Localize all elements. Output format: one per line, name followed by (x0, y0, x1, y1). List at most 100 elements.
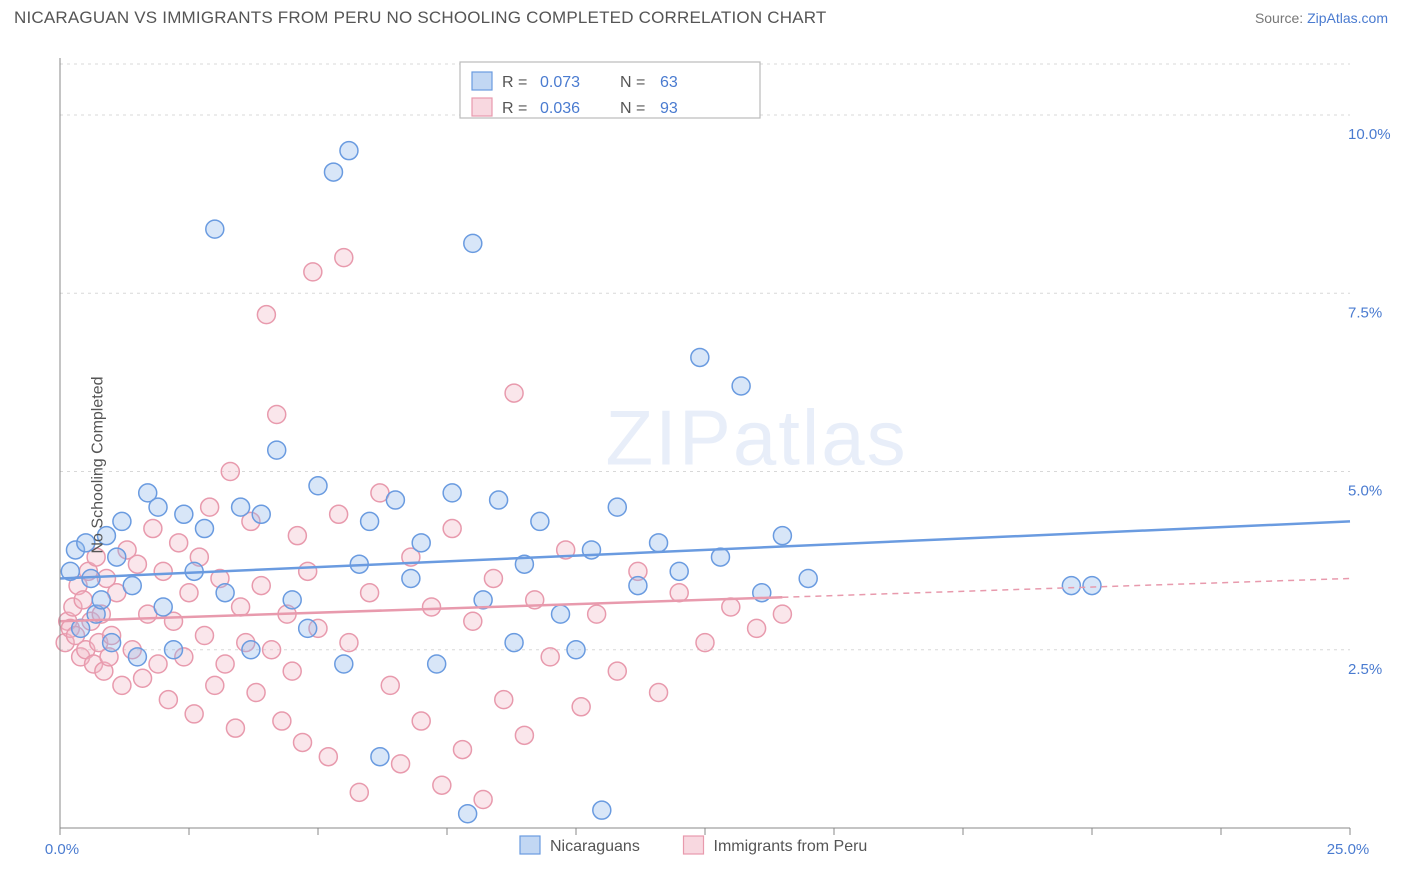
y-tick-label: 10.0% (1348, 126, 1391, 143)
data-point (128, 555, 146, 573)
y-tick-label: 7.5% (1348, 304, 1382, 321)
legend-swatch (472, 72, 492, 90)
legend-swatch (684, 836, 704, 854)
data-point (490, 491, 508, 509)
legend-n-label: N = (620, 100, 645, 117)
y-tick-label: 5.0% (1348, 483, 1382, 500)
data-point (773, 605, 791, 623)
data-point (361, 584, 379, 602)
data-point (268, 405, 286, 423)
data-point (505, 384, 523, 402)
data-point (567, 641, 585, 659)
data-point (252, 505, 270, 523)
data-point (195, 627, 213, 645)
data-point (453, 741, 471, 759)
data-point (670, 584, 688, 602)
data-point (335, 249, 353, 267)
data-point (428, 655, 446, 673)
data-point (221, 463, 239, 481)
data-point (459, 805, 477, 823)
legend-swatch (472, 98, 492, 116)
correlation-legend: R =0.073N =63R =0.036N =93 (460, 62, 760, 118)
data-point (263, 641, 281, 659)
data-point (773, 527, 791, 545)
chart-source: Source: ZipAtlas.com (1255, 10, 1388, 26)
data-point (206, 676, 224, 694)
data-point (748, 619, 766, 637)
chart-header: NICARAGUAN VS IMMIGRANTS FROM PERU NO SC… (0, 0, 1406, 32)
data-point (159, 691, 177, 709)
data-point (412, 534, 430, 552)
data-point (206, 220, 224, 238)
data-point (515, 726, 533, 744)
data-point (799, 569, 817, 587)
y-axis-label: No Schooling Completed (90, 377, 108, 554)
data-point (108, 548, 126, 566)
data-point (304, 263, 322, 281)
legend-n-label: N = (620, 74, 645, 91)
data-point (134, 669, 152, 687)
data-point (103, 634, 121, 652)
data-point (381, 676, 399, 694)
data-point (201, 498, 219, 516)
data-point (722, 598, 740, 616)
data-point (423, 598, 441, 616)
data-point (608, 498, 626, 516)
data-point (464, 612, 482, 630)
data-point (154, 562, 172, 580)
data-point (691, 348, 709, 366)
data-point (593, 801, 611, 819)
data-point (552, 605, 570, 623)
data-point (433, 776, 451, 794)
data-point (309, 477, 327, 495)
y-tick-label: 2.5% (1348, 661, 1382, 678)
data-point (128, 648, 146, 666)
legend-n-value: 63 (660, 74, 678, 91)
correlation-chart: 2.5%5.0%7.5%10.0%ZIPatlas0.0%25.0%R =0.0… (0, 38, 1406, 892)
data-point (72, 619, 90, 637)
data-point (252, 577, 270, 595)
data-point (216, 655, 234, 673)
data-point (149, 655, 167, 673)
data-point (242, 641, 260, 659)
data-point (696, 634, 714, 652)
data-point (402, 569, 420, 587)
source-link[interactable]: ZipAtlas.com (1307, 10, 1388, 26)
data-point (531, 512, 549, 530)
data-point (392, 755, 410, 773)
legend-swatch (520, 836, 540, 854)
data-point (283, 591, 301, 609)
data-point (505, 634, 523, 652)
legend-series-label: Nicaraguans (550, 838, 640, 855)
data-point (154, 598, 172, 616)
data-point (165, 641, 183, 659)
data-point (335, 655, 353, 673)
data-point (232, 498, 250, 516)
series-legend: NicaraguansImmigrants from Peru (520, 836, 867, 855)
data-point (474, 790, 492, 808)
data-point (572, 698, 590, 716)
data-point (185, 705, 203, 723)
x-tick-label: 25.0% (1327, 841, 1370, 858)
data-point (361, 512, 379, 530)
data-point (149, 498, 167, 516)
legend-r-value: 0.036 (540, 100, 580, 117)
data-point (340, 634, 358, 652)
data-point (670, 562, 688, 580)
data-point (350, 783, 368, 801)
legend-n-value: 93 (660, 100, 678, 117)
data-point (299, 562, 317, 580)
data-point (273, 712, 291, 730)
data-point (247, 684, 265, 702)
data-point (588, 605, 606, 623)
data-point (113, 512, 131, 530)
data-point (283, 662, 301, 680)
data-point (1062, 577, 1080, 595)
data-point (123, 577, 141, 595)
data-point (294, 733, 312, 751)
legend-r-value: 0.073 (540, 74, 580, 91)
data-point (288, 527, 306, 545)
data-point (324, 163, 342, 181)
data-point (232, 598, 250, 616)
data-point (650, 684, 668, 702)
